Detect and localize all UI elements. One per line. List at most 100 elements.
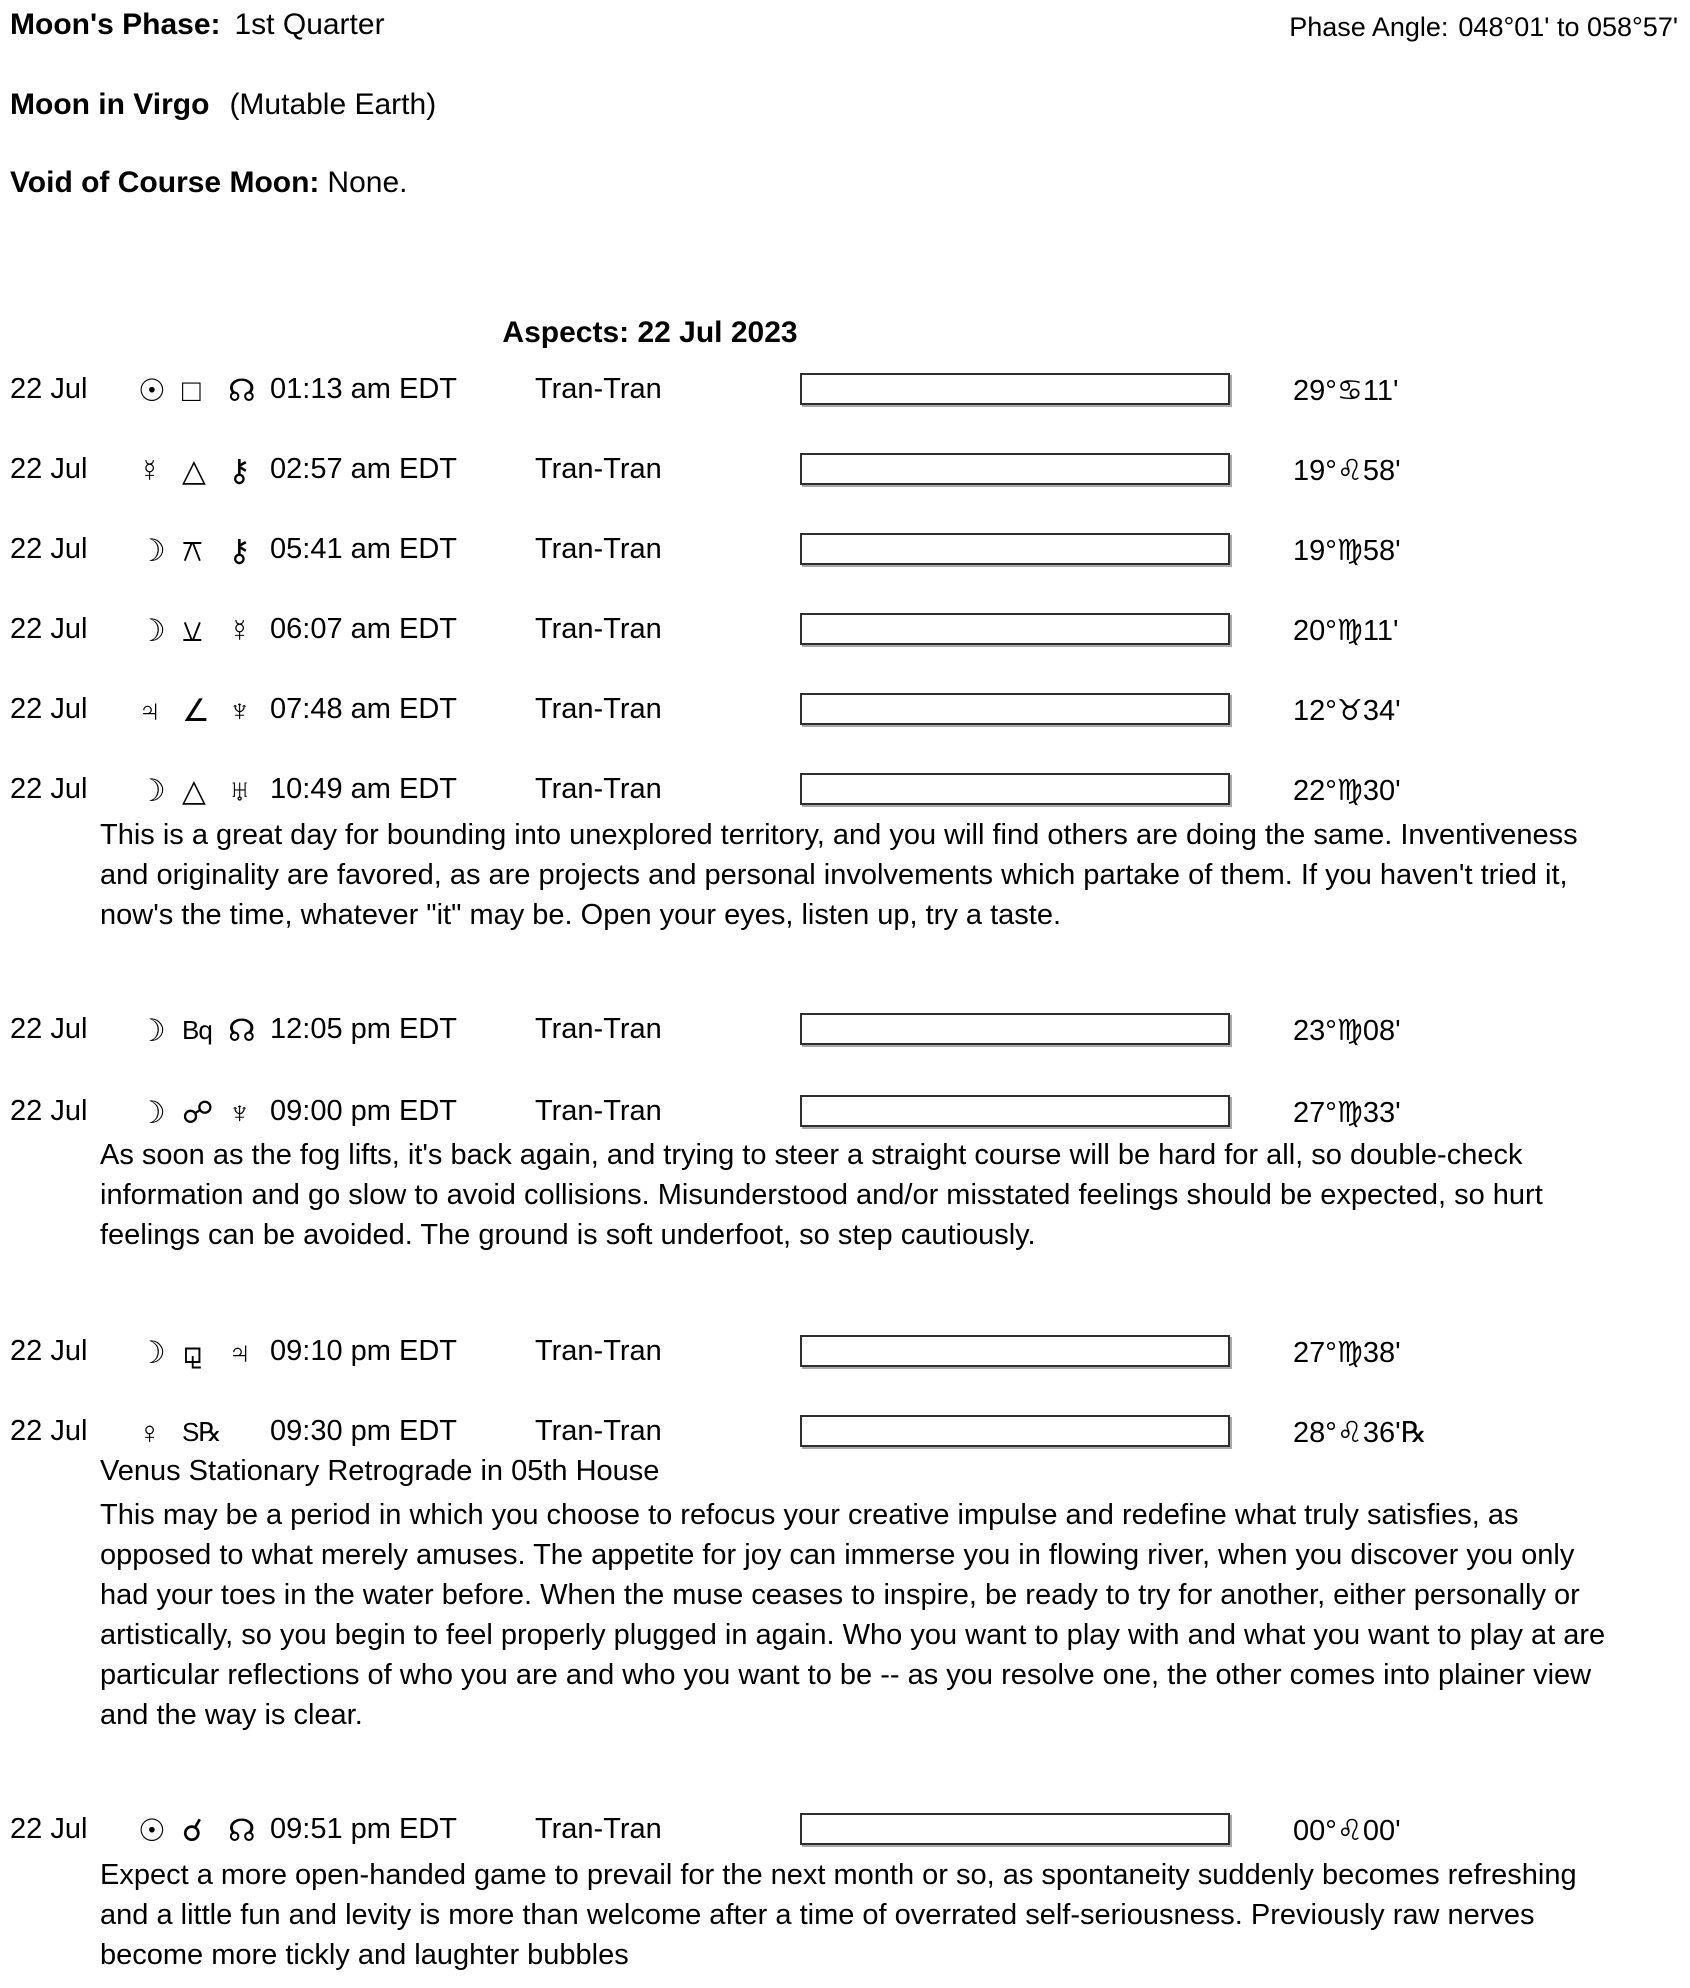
north-node-icon: ☊ <box>228 1813 256 1848</box>
aspect-row: 22 Jul ☽ ⚻ ⚷ 05:41 am EDT Tran-Tran 19°♍… <box>0 533 1690 575</box>
sun-icon: ☉ <box>138 373 166 408</box>
orb-bar <box>800 1013 1230 1045</box>
semisquare-icon: ∠ <box>182 693 210 728</box>
moon-icon: ☽ <box>138 1335 166 1370</box>
void-of-course-value: None. <box>327 166 408 199</box>
moons-phase-line: Moon's Phase: 1st Quarter <box>10 8 385 42</box>
orb-bar <box>800 1095 1230 1127</box>
aspect-date: 22 Jul <box>10 693 88 725</box>
venus-icon: ♀ <box>138 1415 162 1450</box>
aspect-time: 10:49 am EDT <box>270 773 457 805</box>
aspect-degree: 23°♍08' <box>1293 1015 1401 1047</box>
aspect-time: 09:10 pm EDT <box>270 1335 457 1367</box>
moon-sign-label: Moon in Virgo <box>10 88 210 121</box>
aspect-degree: 19°♌58' <box>1293 455 1401 487</box>
aspect-note: Expect a more open-handed game to prevai… <box>100 1859 1577 1971</box>
sun-icon: ☉ <box>138 1813 166 1848</box>
jupiter-icon: ♃ <box>138 693 162 728</box>
aspects-title: Aspects: 22 Jul 2023 <box>502 316 798 349</box>
aspect-time: 09:00 pm EDT <box>270 1095 457 1127</box>
aspect-source: Tran-Tran <box>535 1335 662 1367</box>
aspect-note: This may be a period in which you choose… <box>100 1499 1606 1731</box>
trine-icon: △ <box>182 453 206 488</box>
void-of-course-line: Void of Course Moon: None. <box>10 166 407 200</box>
aspect-degree: 12°♉34' <box>1293 695 1401 727</box>
mercury-icon: ☿ <box>228 613 252 648</box>
aspect-source: Tran-Tran <box>535 773 662 805</box>
aspect-date: 22 Jul <box>10 1813 88 1845</box>
aspect-degree: 28°♌36'℞ <box>1293 1417 1427 1449</box>
neptune-icon: ♆ <box>228 693 252 728</box>
aspect-time: 02:57 am EDT <box>270 453 457 485</box>
aspect-row: 22 Jul ☉ □ ☊ 01:13 am EDT Tran-Tran 29°♋… <box>0 373 1690 415</box>
aspect-time: 07:48 am EDT <box>270 693 457 725</box>
void-of-course-label: Void of Course Moon: <box>10 166 320 199</box>
aspect-row: 22 Jul ☽ ☍ ♆ 09:00 pm EDT Tran-Tran 27°♍… <box>0 1095 1690 1137</box>
aspect-degree: 00°♌00' <box>1293 1815 1401 1847</box>
chiron-icon: ⚷ <box>228 533 251 568</box>
phase-angle-line: Phase Angle: 048°01' to 058°57' <box>1289 12 1678 43</box>
aspect-time: 09:30 pm EDT <box>270 1415 457 1447</box>
aspect-date: 22 Jul <box>10 533 88 565</box>
aspect-row: 22 Jul ☽ ⚼ ♃ 09:10 pm EDT Tran-Tran 27°♍… <box>0 1335 1690 1377</box>
aspect-degree: 22°♍30' <box>1293 775 1401 807</box>
moon-sign-value: (Mutable Earth) <box>229 88 437 121</box>
aspect-date: 22 Jul <box>10 1415 88 1447</box>
orb-bar <box>800 1813 1230 1845</box>
aspect-date: 22 Jul <box>10 453 88 485</box>
orb-bar <box>800 693 1230 725</box>
aspect-row: 22 Jul ☽ ⚺ ☿ 06:07 am EDT Tran-Tran 20°♍… <box>0 613 1690 655</box>
aspect-degree: 27°♍38' <box>1293 1337 1401 1369</box>
conjunction-icon: ☌ <box>182 1813 203 1848</box>
aspect-source: Tran-Tran <box>535 1415 662 1447</box>
aspect-date: 22 Jul <box>10 1095 88 1127</box>
phase-angle-value: 048°01' to 058°57' <box>1458 12 1678 42</box>
moon-icon: ☽ <box>138 773 166 808</box>
aspect-time: 05:41 am EDT <box>270 533 457 565</box>
aspect-source: Tran-Tran <box>535 373 662 405</box>
aspect-time: 09:51 pm EDT <box>270 1813 457 1845</box>
aspect-row: 22 Jul ☽ △ ♅ 10:49 am EDT Tran-Tran 22°♍… <box>0 773 1690 815</box>
aspect-source: Tran-Tran <box>535 453 662 485</box>
orb-bar <box>800 773 1230 805</box>
orb-bar <box>800 453 1230 485</box>
trine-icon: △ <box>182 773 206 808</box>
opposition-icon: ☍ <box>182 1095 214 1130</box>
aspect-time: 12:05 pm EDT <box>270 1013 457 1045</box>
orb-bar <box>800 373 1230 405</box>
aspect-note: This is a great day for bounding into un… <box>100 819 1578 931</box>
north-node-icon: ☊ <box>228 1013 256 1048</box>
orb-bar <box>800 533 1230 565</box>
moon-sign-line: Moon in Virgo (Mutable Earth) <box>10 88 436 122</box>
aspect-degree: 19°♍58' <box>1293 535 1401 567</box>
chiron-icon: ⚷ <box>228 453 251 488</box>
mercury-icon: ☿ <box>138 453 162 488</box>
aspect-source: Tran-Tran <box>535 613 662 645</box>
stationary-retrograde-label: S℞ <box>182 1417 222 1447</box>
aspect-row: 22 Jul ♀ S℞ 09:30 pm EDT Tran-Tran 28°♌3… <box>0 1415 1690 1457</box>
aspect-source: Tran-Tran <box>535 533 662 565</box>
aspect-row: 22 Jul ☉ ☌ ☊ 09:51 pm EDT Tran-Tran 00°♌… <box>0 1813 1690 1855</box>
aspect-source: Tran-Tran <box>535 1013 662 1045</box>
quincunx-icon: ⚻ <box>182 533 203 568</box>
semisextile-icon: ⚺ <box>182 613 203 648</box>
aspect-degree: 20°♍11' <box>1293 615 1399 647</box>
aspect-row: 22 Jul ☽ Bq ☊ 12:05 pm EDT Tran-Tran 23°… <box>0 1013 1690 1055</box>
moons-phase-label: Moon's Phase: <box>10 8 221 41</box>
biquintile-label: Bq <box>182 1015 213 1045</box>
aspect-note-title: Venus Stationary Retrograde in 05th Hous… <box>100 1455 660 1487</box>
aspect-source: Tran-Tran <box>535 1095 662 1127</box>
uranus-icon: ♅ <box>228 773 252 808</box>
orb-bar <box>800 1415 1230 1447</box>
aspect-source: Tran-Tran <box>535 693 662 725</box>
aspect-degree: 29°♋11' <box>1293 375 1399 407</box>
aspect-source: Tran-Tran <box>535 1813 662 1845</box>
orb-bar <box>800 613 1230 645</box>
aspect-date: 22 Jul <box>10 373 88 405</box>
phase-angle-label: Phase Angle: <box>1289 12 1449 42</box>
sesquiquadrate-icon: ⚼ <box>182 1335 204 1370</box>
neptune-icon: ♆ <box>228 1095 252 1130</box>
jupiter-icon: ♃ <box>228 1335 252 1370</box>
aspect-time: 01:13 am EDT <box>270 373 457 405</box>
moon-icon: ☽ <box>138 1013 166 1048</box>
